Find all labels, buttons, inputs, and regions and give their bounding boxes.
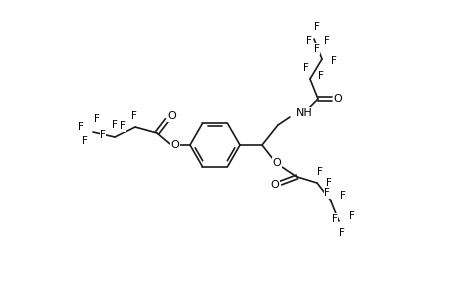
Text: F: F (120, 121, 126, 131)
Text: F: F (313, 44, 319, 54)
Text: F: F (339, 191, 345, 201)
Text: F: F (131, 111, 137, 121)
Text: F: F (112, 120, 118, 130)
Text: F: F (323, 36, 329, 46)
Text: F: F (330, 56, 336, 66)
Text: F: F (323, 188, 329, 198)
Text: NH: NH (295, 108, 312, 118)
Text: F: F (94, 114, 100, 124)
Text: F: F (302, 63, 308, 73)
Text: F: F (331, 214, 337, 224)
Text: F: F (305, 36, 311, 46)
Text: F: F (100, 130, 106, 140)
Text: O: O (333, 94, 341, 104)
Text: F: F (338, 228, 344, 238)
Text: F: F (317, 71, 323, 81)
Text: O: O (170, 140, 179, 150)
Text: F: F (325, 178, 331, 188)
Text: O: O (270, 180, 279, 190)
Text: O: O (167, 111, 176, 121)
Text: F: F (78, 122, 84, 132)
Text: F: F (348, 211, 354, 221)
Text: O: O (272, 158, 281, 168)
Text: F: F (316, 167, 322, 177)
Text: F: F (82, 136, 88, 146)
Text: F: F (313, 22, 319, 32)
